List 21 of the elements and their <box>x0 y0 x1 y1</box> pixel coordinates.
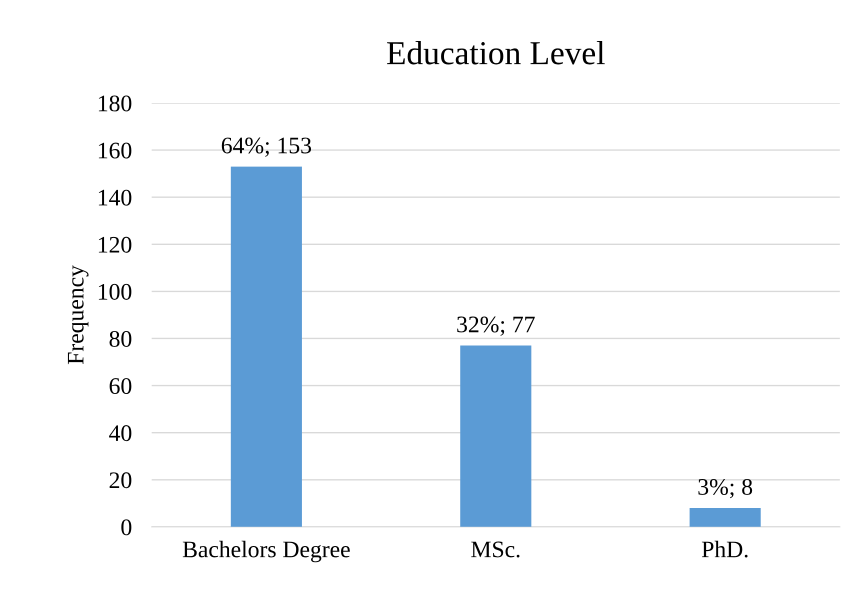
y-tick-label: 80 <box>110 330 132 347</box>
bar <box>460 346 532 527</box>
bar <box>690 508 761 527</box>
data-label: 3%; 8 <box>698 478 752 498</box>
y-axis-title: Frequency <box>68 265 88 364</box>
y-tick-label: 40 <box>109 425 132 442</box>
y-tick-label: 20 <box>110 472 132 488</box>
data-label: 32%; 77 <box>457 316 535 336</box>
x-tick-label: MSc. <box>471 542 520 558</box>
y-tick-label: 60 <box>110 378 132 394</box>
y-tick-label: 180 <box>98 96 132 112</box>
x-tick-label: PhD. <box>702 540 748 558</box>
x-tick-label: Bachelors Degree <box>182 540 350 562</box>
y-tick-label: 120 <box>98 236 132 253</box>
y-tick-label: 0 <box>121 519 132 536</box>
data-label: 64%; 153 <box>222 138 312 157</box>
chart-title: Education Level <box>387 40 605 64</box>
y-tick-label: 100 <box>98 284 132 300</box>
y-tick-label: 160 <box>98 142 132 159</box>
bar <box>230 166 302 527</box>
y-tick-label: 140 <box>98 190 132 206</box>
